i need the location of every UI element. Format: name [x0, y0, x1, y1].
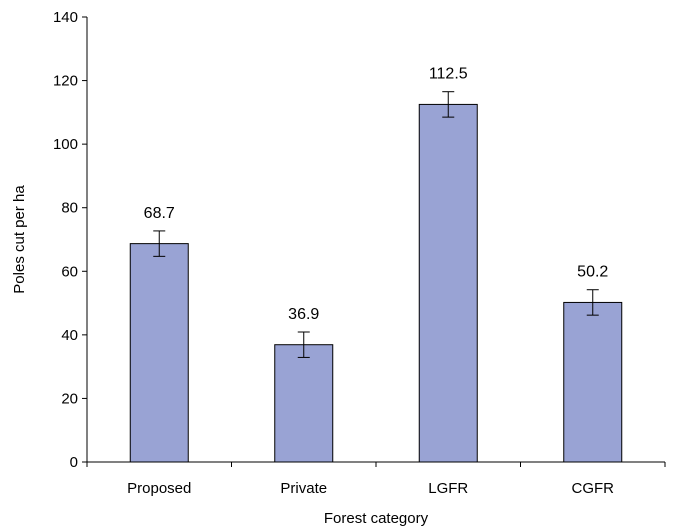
bar — [129, 243, 189, 463]
x-axis-title: Forest category — [324, 510, 429, 527]
x-tick-label: Private — [280, 480, 327, 497]
error-bar — [153, 230, 166, 257]
y-tick-label: 80 — [61, 200, 78, 217]
y-tick-label: 40 — [61, 327, 78, 344]
bar — [274, 344, 334, 463]
bars — [129, 103, 623, 463]
y-axis-title: Poles cut per ha — [11, 185, 28, 294]
error-bars — [153, 91, 599, 358]
y-tick-label: 20 — [61, 390, 78, 407]
x-tick-label: LGFR — [428, 480, 468, 497]
x-axis-ticks: Proposed Private LGFR CGFR — [86, 462, 666, 497]
error-bar — [586, 289, 599, 316]
y-tick-label: 100 — [53, 136, 78, 153]
data-labels: 68.7 36.9 112.5 50.2 — [144, 66, 609, 323]
y-tick-label: 140 — [53, 9, 78, 26]
bar — [563, 301, 623, 463]
error-bar — [297, 331, 310, 358]
data-label: 112.5 — [429, 66, 468, 83]
y-axis-ticks: 0 20 40 60 80 100 120 140 — [53, 9, 87, 471]
data-label: 36.9 — [288, 306, 319, 323]
error-bar — [442, 91, 455, 118]
y-tick-label: 60 — [61, 263, 78, 280]
data-label: 68.7 — [144, 205, 175, 222]
data-label: 50.2 — [577, 264, 608, 281]
y-tick-label: 120 — [53, 73, 78, 90]
y-tick-label: 0 — [70, 454, 78, 471]
bar — [418, 103, 478, 463]
x-tick-label: CGFR — [572, 480, 615, 497]
x-tick-label: Proposed — [127, 480, 191, 497]
